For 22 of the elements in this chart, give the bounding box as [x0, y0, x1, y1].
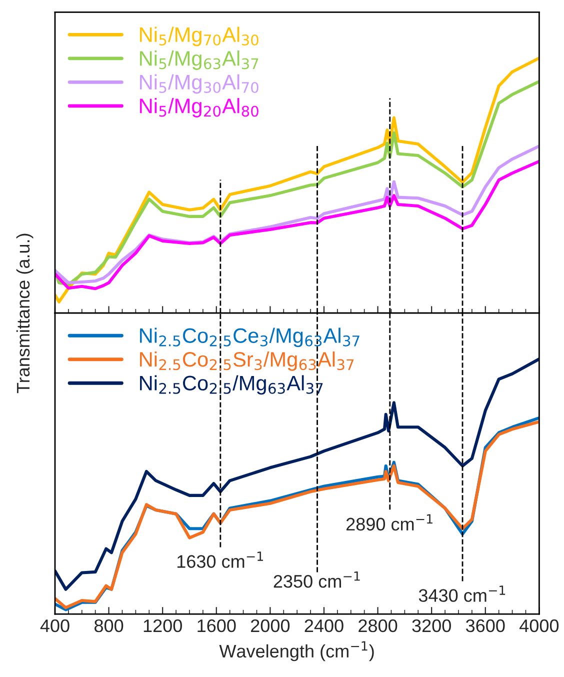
x-tick-label: 1200 — [144, 619, 182, 632]
legend-label: Ni$_{2.5}$Co$_{2.5}$/Mg$_{63}$Al$_{37}$ — [140, 375, 323, 395]
ref-line-label: 2890 cm$^{−1}$ — [346, 514, 432, 531]
x-axis-title: Wavelength (cm$^{−1}$) — [219, 641, 374, 662]
x-tick-label: 1600 — [198, 619, 236, 632]
x-tick-label: 2000 — [251, 619, 290, 632]
legend-label: Ni$_{5}$/Mg$_{63}$Al$_{37}$ — [140, 50, 258, 70]
text: Ni$_{2.5}$Co$_{2.5}$Sr$_{3}$/Mg$_{63}$Al$_{37}$ — [140, 351, 354, 371]
x-tick-label: 800 — [94, 619, 124, 632]
x-tick-label: 2800 — [358, 619, 398, 632]
x-tick-label: 400 — [40, 619, 70, 632]
x-tick-label: 3600 — [466, 619, 505, 632]
x-tick-label: 4000 — [520, 619, 559, 632]
x-tick-label: 2400 — [304, 619, 344, 632]
legend-label: Ni$_{5}$/Mg$_{30}$Al$_{70}$ — [140, 74, 258, 94]
legend-label: Ni$_{5}$/Mg$_{70}$Al$_{30}$ — [140, 26, 258, 46]
ref-line-label: 1630 cm$^{−1}$ — [177, 552, 263, 568]
y-axis-title: Transmittance (a.u.) — [16, 234, 34, 394]
ref-line-label: 2350 cm$^{−1}$ — [274, 571, 360, 588]
ref-line-label: 3430 cm$^{−1}$ — [418, 586, 506, 602]
legend-label: Ni$_{5}$/Mg$_{20}$Al$_{80}$ — [140, 98, 258, 118]
x-tick-label: 3200 — [412, 619, 451, 632]
